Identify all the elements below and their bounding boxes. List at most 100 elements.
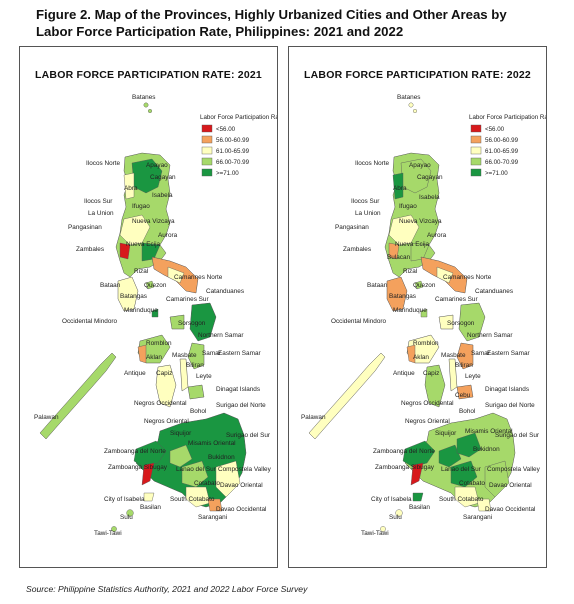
place-label: Dinagat Islands [485,386,529,393]
map-title-2021: LABOR FORCE PARTICIPATION RATE: 2021 [35,69,262,81]
region-lanao [438,444,462,468]
region-cotabato [181,460,209,488]
place-label: Biliran [455,362,473,369]
mindoro-island [386,276,408,312]
place-label: Zamboanga Sibugay [108,464,168,471]
place-label: Marinduque [124,307,158,314]
place-label: Antique [393,370,415,377]
place-label: Camarines Norte [174,274,223,281]
masbate-island [438,314,454,330]
palawan-island [39,352,117,440]
place-label: Aurora [427,232,447,239]
place-label: Capiz [423,370,439,377]
basilan-island [143,492,155,502]
negros-island [155,364,177,408]
place-label: Ifugao [399,203,417,210]
place-label: Pangasinan [68,224,102,231]
place-label: Zamboanga Sibugay [375,464,435,471]
place-label: Nueva Ecija [126,241,161,248]
place-label: Cotabato [194,480,220,487]
place-label: Zambales [343,246,371,253]
region-zamboanga-city [410,462,424,486]
legend-label: <56.00 [485,126,505,133]
place-label: Nueva Vizcaya [399,218,442,225]
place-label: Masbate [441,352,466,359]
place-label: Samar [202,350,222,357]
romblon-island [151,308,159,318]
bohol-island [187,384,205,400]
figure-title-line1: Figure 2. Map of the Provinces, Highly U… [36,7,507,22]
place-label: Basilan [409,504,430,511]
place-label: Northern Samar [467,332,513,339]
place-label: Camarines Sur [166,296,209,303]
legend-swatch [470,124,482,133]
place-label: Capiz [156,370,172,377]
region-davao [484,460,510,498]
place-label: Aurora [158,232,178,239]
legend-label: 66.00-70.99 [216,159,250,166]
place-label: Cagayan [417,174,443,181]
legend-label: 61.00-65.99 [485,148,519,155]
legend-title: Labor Force Participation Rate [200,114,277,121]
place-label: Sarangani [463,514,492,521]
philippines-map-2022: Labor Force Participation Rate <56.00 56… [301,94,546,537]
place-label: Palawan [301,414,326,421]
region-south-cotabato [454,486,480,508]
masbate-island [169,314,185,330]
place-label: Negros Occidental [401,400,454,407]
region-zamboanga-city [141,462,155,486]
place-label: Siquijor [170,430,192,437]
place-label: Bohol [190,408,206,415]
tawi-tawi-island [380,526,386,532]
place-label: Bulacan [387,254,411,261]
legend-label: <56.00 [216,126,236,133]
place-label: Tawi-Tawi [94,530,122,537]
panay-antique [406,344,416,364]
leyte-island [187,342,205,370]
legend-swatch [201,168,213,177]
place-label: Surigao del Sur [226,432,271,439]
romblon-island [420,308,428,318]
place-label: Cagayan [150,174,176,181]
place-label: Zamboanga del Norte [104,448,166,455]
basilan-island [412,492,424,502]
place-label: Camarines Sur [435,296,478,303]
place-label: Lanao del Sur [176,466,217,473]
region-bukidnon [456,432,482,458]
place-label: Negros Occidental [134,400,187,407]
place-label: Nueva Vizcaya [132,218,175,225]
place-label: City of Isabela [371,496,412,503]
legend-label: 61.00-65.99 [216,148,250,155]
place-label: Nueva Ecija [395,241,430,248]
place-label: Misamis Oriental [188,440,236,447]
place-label: Tawi-Tawi [361,530,389,537]
place-label: Surigao del Sur [495,432,540,439]
place-label: Bohol [459,408,475,415]
legend-swatch [470,157,482,166]
mindoro-island [117,276,139,312]
place-label: Ilocos Norte [355,160,390,167]
place-label: Occidental Mindoro [331,318,387,325]
region-zamboanga [402,440,436,468]
map-title-2022: LABOR FORCE PARTICIPATION RATE: 2022 [304,69,531,81]
legend-title: Labor Force Participation Rate [469,114,546,121]
region-camarines-sur [167,266,185,284]
legend-swatch [201,157,213,166]
map-panel-2021: LABOR FORCE PARTICIPATION RATE: 2021 [19,46,278,568]
place-label: Batangas [389,293,416,300]
place-label: Antique [124,370,146,377]
legend-swatch [470,146,482,155]
place-label: Davao Occidental [485,506,535,513]
tawi-tawi-island [111,526,117,532]
place-label: Misamis Oriental [465,428,513,435]
place-label: Marinduque [393,307,427,314]
place-label: Lanao del Sur [441,466,482,473]
place-label: La Union [88,210,114,217]
place-label: South Cotabato [170,496,215,503]
source-note: Source: Philippine Statistics Authority,… [26,584,308,594]
place-label: Zamboanga del Norte [373,448,435,455]
batanes-island [408,102,414,108]
legend-label: >=71.00 [216,170,239,177]
place-label: Negros Oriental [405,418,450,425]
region-ilocos [392,172,404,200]
